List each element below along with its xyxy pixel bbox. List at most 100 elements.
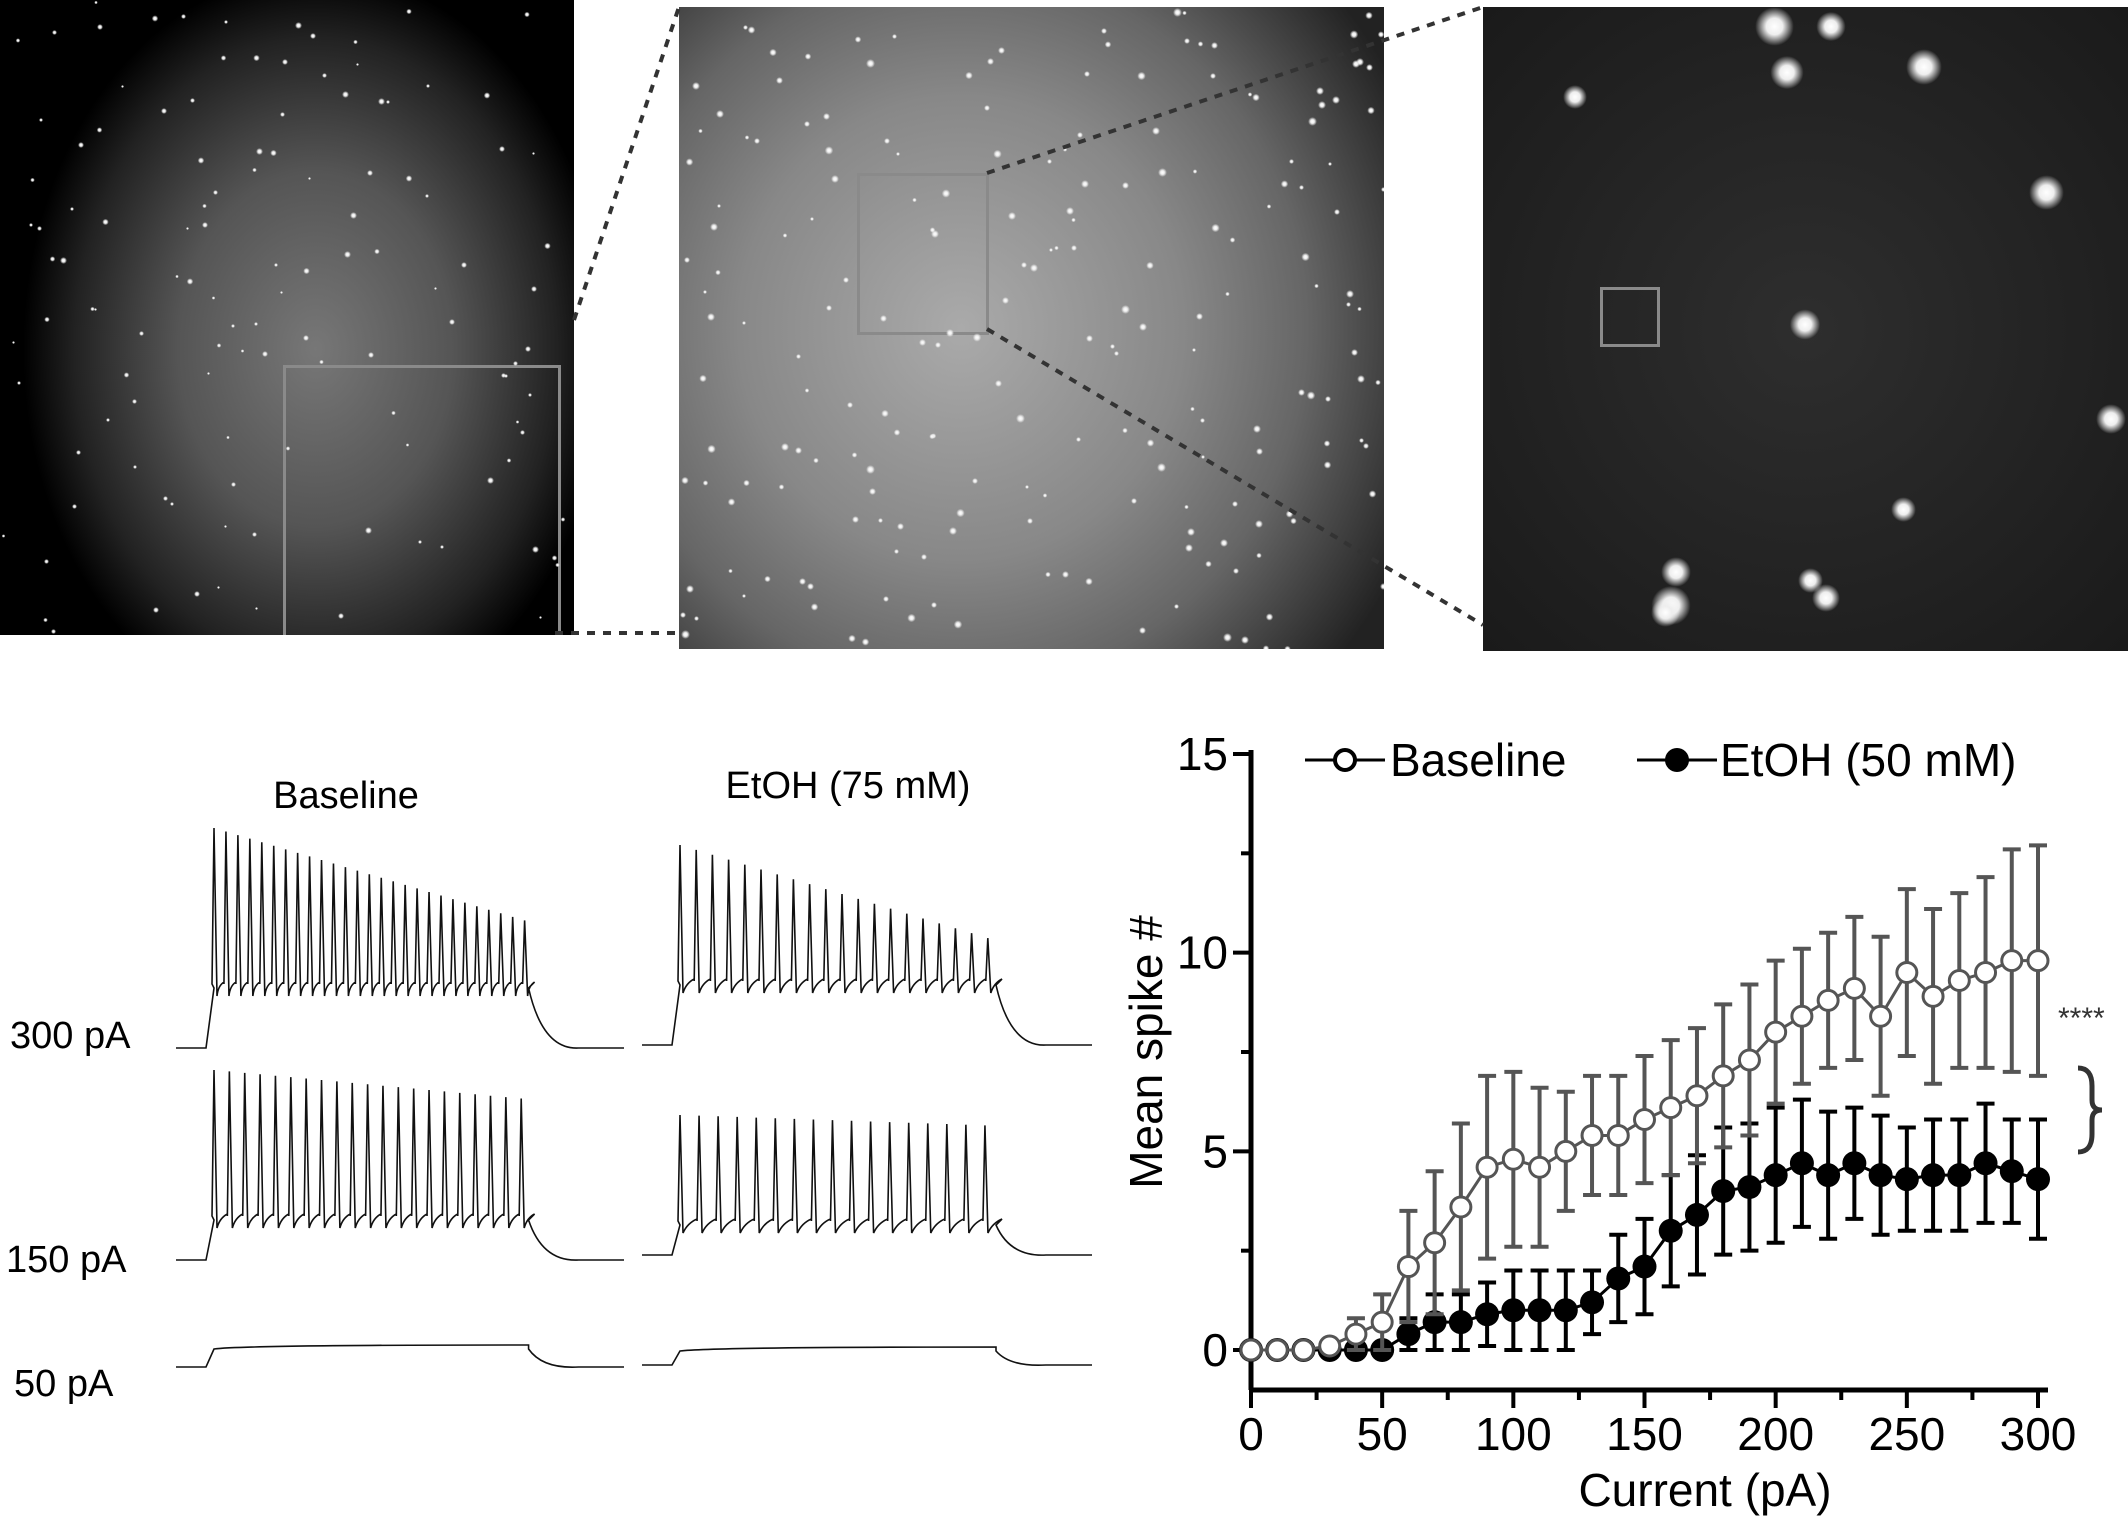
fluorescent-cell (1297, 388, 1305, 397)
fluorescent-cell (854, 36, 862, 43)
fluorescent-cell (1323, 461, 1331, 469)
fluorescent-cell (426, 83, 431, 88)
fluorescent-cell (1240, 635, 1249, 644)
fluorescent-cell (343, 251, 351, 258)
fluorescent-cell (965, 72, 973, 80)
fluorescent-cell (310, 33, 316, 39)
fluorescent-cell (295, 22, 303, 30)
etoh-point (1632, 1254, 1657, 1279)
fluorescent-cell (1263, 645, 1270, 649)
x-tick-label: 0 (1238, 1408, 1264, 1460)
fluorescent-cell (349, 211, 357, 219)
fluorescent-cell (1247, 92, 1253, 97)
fluorescent-cell (1190, 406, 1195, 412)
fluorescent-cell (406, 175, 413, 182)
fluorescent-cell (341, 91, 349, 98)
fluorescent-cell (131, 398, 137, 404)
fluorescent-cell (1233, 568, 1239, 574)
fluorescent-cell (702, 289, 707, 295)
baseline-point (1974, 961, 1998, 985)
fluorescent-cell (532, 546, 539, 554)
fluorescent-cell (1085, 334, 1093, 342)
fluorescent-cell (1211, 223, 1221, 233)
fluorescent-cell (163, 496, 168, 501)
brain-slice-image (0, 0, 574, 635)
fluorescent-cell (96, 127, 103, 133)
baseline-point (1265, 1338, 1289, 1362)
fluorescent-cell (1109, 343, 1116, 350)
fluorescent-cell (555, 562, 560, 568)
fluorescent-cell (366, 170, 373, 176)
fluorescent-cell (551, 555, 558, 561)
etoh-point (1527, 1298, 1552, 1323)
fluorescent-cell (364, 526, 372, 534)
baseline-point (1921, 984, 1945, 1008)
fluorescent-cell (1323, 439, 1331, 447)
fluorescent-cell (303, 267, 310, 275)
fluorescent-cell (1147, 439, 1155, 447)
fluorescent-cell (29, 177, 35, 183)
fluorescent-cell (1359, 438, 1365, 444)
x-tick-label: 150 (1606, 1408, 1683, 1460)
fluorescent-cell (1223, 633, 1232, 642)
fluorescent-cell (561, 517, 566, 522)
fluorescent-cell (1211, 42, 1218, 49)
voltage-traces (176, 827, 1092, 1368)
zoom-region-box (857, 173, 989, 335)
fluorescent-cell (1122, 182, 1130, 190)
baseline-point (1396, 1255, 1420, 1279)
fluorescent-cell (1210, 73, 1216, 80)
recorded-cell-box (1600, 287, 1660, 347)
fluorescent-cell (223, 524, 228, 529)
fluorescent-cell (878, 518, 883, 524)
voltage-trace (176, 827, 624, 1049)
etoh-point (1789, 1151, 1814, 1176)
fluorescent-cell (201, 222, 208, 229)
baseline-point (2000, 949, 2024, 973)
fluorescent-cell (1173, 8, 1182, 17)
fluorescent-cell (1290, 517, 1297, 525)
fluorescent-cell (1137, 71, 1146, 81)
fluorescent-cell (520, 430, 526, 436)
fluorescent-cell (353, 39, 358, 45)
fluorescent-cell (1266, 204, 1272, 209)
fluorescent-cell (308, 177, 312, 181)
fluorescent-cell (1139, 322, 1148, 331)
fluorescent-cell (516, 420, 520, 424)
fluorescent-cell (1368, 489, 1377, 498)
fluorescent-cell (1299, 185, 1305, 191)
baseline-point (1764, 1020, 1788, 1044)
fluorescent-cell (972, 477, 978, 484)
fluorescent-cell (2028, 174, 2065, 211)
fluorescent-cell (1790, 309, 1821, 340)
fluorescent-cell (1280, 180, 1289, 188)
fluorescent-cell (230, 323, 235, 328)
fluorescent-cell (1030, 264, 1038, 272)
legend-label-etoh: EtOH (50 mM) (1720, 734, 2016, 786)
fluorescent-cell (185, 227, 189, 231)
significance-bracket (2077, 1065, 2103, 1155)
fluorescent-cell (680, 630, 690, 639)
fluorescent-cell (1045, 571, 1051, 578)
fluorescent-cell (1357, 306, 1362, 312)
fluorescent-cell (1173, 603, 1179, 609)
fluorescent-cell (1198, 41, 1204, 47)
fluorescent-cell (851, 452, 858, 458)
fluorescent-cell (743, 25, 748, 30)
fluorescent-cell (1660, 556, 1691, 588)
etoh-point (1475, 1302, 1500, 1327)
fluorescent-cell (1797, 568, 1823, 594)
etoh-point (1842, 1151, 1867, 1176)
fluorescent-cell (865, 59, 875, 68)
fluorescent-cell (12, 341, 16, 345)
baseline-point (1291, 1338, 1315, 1362)
fluorescent-cell (1254, 519, 1263, 529)
fluorescent-cell (321, 73, 327, 79)
fluorescent-cell (727, 568, 733, 574)
fluorescent-cell (43, 617, 49, 623)
fluorescent-cell (1328, 161, 1333, 166)
fluorescent-cell (1331, 95, 1340, 104)
baseline-point (1606, 1123, 1630, 1147)
etoh-point (1868, 1163, 1893, 1188)
fluorescent-cell (216, 342, 222, 348)
